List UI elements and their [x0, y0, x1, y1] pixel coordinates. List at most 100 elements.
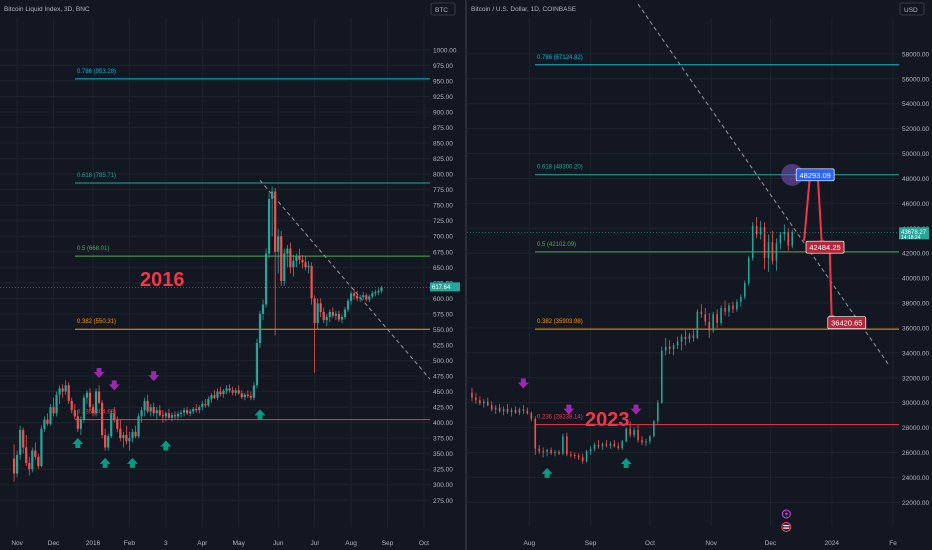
y-tick-label: 275.00	[433, 498, 453, 505]
candle-body	[530, 413, 533, 419]
candle-body	[649, 436, 651, 442]
x-tick-label: Dec	[765, 540, 777, 547]
y-tick-label: 400.00	[433, 420, 453, 427]
buy-arrow-icon	[160, 440, 172, 451]
candle-body	[657, 402, 659, 422]
candle-body	[122, 435, 125, 439]
x-tick-label: May	[233, 540, 246, 547]
candle-body	[759, 227, 762, 235]
candle-body	[167, 413, 171, 418]
buy-arrow-icon	[254, 409, 266, 420]
candle-body	[471, 392, 473, 398]
y-tick-label: 475.00	[433, 374, 453, 381]
candle-body	[97, 391, 101, 403]
price-target-badge[interactable]	[805, 240, 845, 254]
currency-label[interactable]: USD	[904, 7, 918, 14]
last-price-label: 617.64	[432, 285, 451, 291]
candle-body	[277, 236, 280, 252]
candle-body	[222, 390, 225, 395]
candle-body	[179, 412, 183, 414]
buy-arrow-icon	[72, 437, 84, 448]
price-target-badge[interactable]	[795, 168, 835, 182]
candle-body	[143, 400, 146, 411]
candle-body	[128, 438, 131, 442]
x-tick-label: 2024	[825, 540, 840, 547]
candle-body	[52, 407, 55, 414]
projection-arrow[interactable]	[828, 253, 833, 321]
year-label: 2023	[585, 409, 630, 431]
x-tick-label: Aug	[524, 540, 536, 547]
candle-body	[581, 457, 584, 462]
last-price-tag	[430, 282, 460, 292]
trendline[interactable]	[637, 3, 890, 366]
candle-body	[743, 283, 746, 297]
projection-arrow[interactable]	[803, 174, 812, 241]
candle-body	[641, 440, 643, 443]
fib-level-label: 0.618 (48300.20)	[537, 165, 583, 171]
candle-body	[331, 312, 334, 316]
currency-button[interactable]: BTC	[430, 2, 456, 16]
candle-body	[621, 441, 624, 449]
candle-body	[374, 292, 377, 294]
lightning-event-icon[interactable]	[781, 509, 791, 519]
candle-body	[522, 409, 525, 411]
buy-arrow-icon	[620, 457, 632, 468]
candle-body	[502, 408, 505, 412]
candle-body	[704, 314, 707, 322]
candle-body	[514, 410, 517, 413]
candle-body	[192, 408, 195, 412]
fib-level-label: 0.786 (953.28)	[77, 69, 116, 75]
candle-body	[692, 335, 695, 338]
y-tick-label: 775.00	[433, 187, 453, 194]
currency-button[interactable]: USD	[899, 2, 925, 16]
candle-body	[353, 293, 356, 296]
projection-arrow[interactable]	[816, 178, 823, 246]
candle-body	[43, 419, 46, 429]
us-flag-event-icon[interactable]	[781, 522, 792, 532]
trendline[interactable]	[259, 179, 431, 380]
currency-button-box[interactable]	[430, 2, 456, 16]
candle-body	[787, 232, 790, 246]
candle-body	[76, 416, 79, 429]
y-tick-label: 38000.00	[902, 301, 929, 308]
candle-body	[173, 415, 177, 417]
candle-body	[479, 400, 481, 404]
y-tick-label: 950.00	[433, 78, 453, 85]
candle-body	[119, 428, 122, 439]
candle-body	[225, 388, 228, 391]
candle-body	[64, 385, 67, 392]
y-tick-label: 28000.00	[902, 425, 929, 432]
currency-button-box[interactable]	[899, 2, 925, 16]
candle-body	[170, 415, 174, 418]
candle-body	[362, 295, 365, 298]
y-tick-label: 425.00	[433, 405, 453, 412]
candle-body	[274, 191, 277, 252]
currency-label[interactable]: BTC	[435, 7, 448, 14]
y-tick-label: 46000.00	[902, 201, 929, 208]
fib-level-label: 0.5 (42102.09)	[537, 242, 576, 248]
y-tick-label: 24000.00	[902, 475, 929, 482]
candle-body	[751, 225, 754, 259]
candle-body	[328, 312, 331, 317]
candle-body	[486, 401, 489, 406]
right-chart-panel[interactable]: Bitcoin / U.S. Dollar, 1D, COINBASE USD 58…	[467, 0, 932, 550]
candle-body	[325, 316, 328, 321]
candle-body	[546, 450, 548, 452]
x-tick-label: Dec	[48, 540, 60, 547]
candle-body	[58, 388, 61, 395]
candle-body	[570, 454, 572, 456]
candle-body	[322, 312, 325, 321]
panel-divider[interactable]	[465, 0, 467, 550]
y-tick-label: 58000.00	[902, 51, 929, 58]
sell-arrow-icon	[148, 371, 160, 382]
candle-body	[28, 462, 31, 470]
candle-body	[91, 407, 95, 414]
left-chart-panel[interactable]: Bitcoin Liquid Index, 3D, BNC BTC 1000.00 9…	[0, 0, 465, 550]
candle-body	[740, 296, 742, 302]
candle-body	[61, 388, 64, 392]
candle-body	[37, 456, 40, 467]
price-target-badge[interactable]	[827, 316, 867, 330]
candle-body	[104, 435, 107, 448]
y-tick-label: 26000.00	[902, 450, 929, 457]
candle-body	[182, 410, 186, 413]
